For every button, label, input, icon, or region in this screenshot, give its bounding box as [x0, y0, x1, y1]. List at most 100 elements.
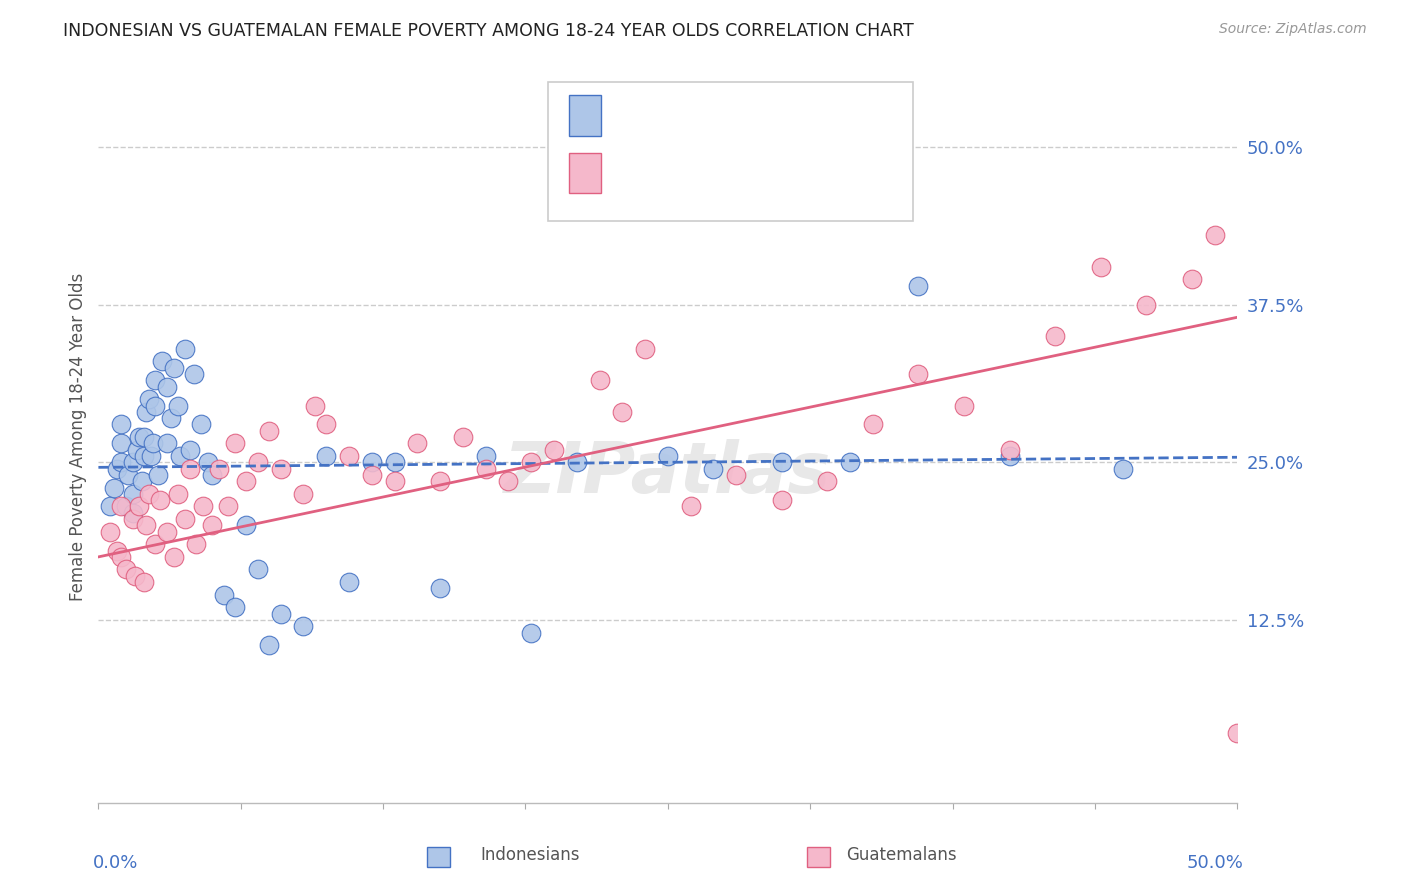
- Point: [174, 512, 197, 526]
- Point: [815, 474, 838, 488]
- Point: [998, 442, 1021, 457]
- Text: 50.0%: 50.0%: [1187, 854, 1243, 872]
- Point: [246, 562, 269, 576]
- Point: [1043, 329, 1066, 343]
- Point: [127, 442, 149, 457]
- Point: [406, 436, 429, 450]
- Text: ZIPatlas: ZIPatlas: [505, 439, 831, 508]
- Point: [135, 518, 157, 533]
- Point: [259, 424, 281, 438]
- Point: [953, 399, 976, 413]
- Point: [337, 449, 360, 463]
- Point: [156, 379, 179, 393]
- Point: [167, 399, 190, 413]
- Point: [217, 500, 239, 514]
- Point: [634, 342, 657, 356]
- Point: [1181, 272, 1204, 286]
- Point: [145, 537, 167, 551]
- Point: [121, 506, 143, 520]
- Point: [474, 461, 496, 475]
- Point: [360, 467, 382, 482]
- Point: [110, 417, 132, 432]
- Point: [292, 619, 315, 633]
- Point: [498, 474, 520, 488]
- Point: [110, 549, 132, 564]
- Point: [1135, 298, 1157, 312]
- FancyBboxPatch shape: [569, 95, 600, 136]
- Point: [998, 449, 1021, 463]
- Text: 59: 59: [813, 163, 842, 183]
- Point: [150, 354, 173, 368]
- Point: [110, 455, 132, 469]
- Text: R =: R =: [621, 105, 666, 126]
- Point: [429, 474, 451, 488]
- Point: [907, 278, 929, 293]
- Point: [543, 442, 565, 457]
- Point: [384, 455, 406, 469]
- Point: [907, 367, 929, 381]
- Point: [98, 524, 121, 539]
- Point: [1204, 228, 1226, 243]
- Point: [657, 449, 679, 463]
- Point: [270, 607, 292, 621]
- Text: Source: ZipAtlas.com: Source: ZipAtlas.com: [1219, 22, 1367, 37]
- Point: [1226, 726, 1249, 740]
- Text: Guatemalans: Guatemalans: [846, 847, 957, 864]
- Text: R =: R =: [621, 163, 666, 183]
- Point: [121, 455, 143, 469]
- Point: [146, 467, 169, 482]
- Point: [186, 537, 208, 551]
- Y-axis label: Female Poverty Among 18-24 Year Olds: Female Poverty Among 18-24 Year Olds: [69, 273, 87, 601]
- Point: [612, 405, 634, 419]
- Point: [235, 518, 257, 533]
- Point: [169, 449, 191, 463]
- Point: [114, 500, 136, 514]
- Point: [360, 455, 382, 469]
- Point: [725, 467, 748, 482]
- Point: [315, 417, 337, 432]
- Point: [770, 455, 793, 469]
- Point: [121, 512, 143, 526]
- Text: INDONESIAN VS GUATEMALAN FEMALE POVERTY AMONG 18-24 YEAR OLDS CORRELATION CHART: INDONESIAN VS GUATEMALAN FEMALE POVERTY …: [63, 22, 914, 40]
- Point: [384, 474, 406, 488]
- Point: [235, 474, 257, 488]
- Point: [156, 436, 179, 450]
- Point: [110, 500, 132, 514]
- Point: [121, 487, 143, 501]
- Text: N =: N =: [752, 163, 811, 183]
- FancyBboxPatch shape: [569, 153, 600, 193]
- Point: [839, 455, 862, 469]
- Point: [862, 417, 884, 432]
- FancyBboxPatch shape: [427, 847, 450, 867]
- Point: [208, 461, 231, 475]
- Point: [520, 625, 543, 640]
- Point: [132, 575, 155, 590]
- Point: [259, 638, 281, 652]
- Point: [702, 461, 724, 475]
- Point: [197, 455, 219, 469]
- Point: [105, 461, 128, 475]
- Text: 0.015: 0.015: [676, 105, 742, 126]
- Point: [174, 342, 197, 356]
- Point: [103, 481, 125, 495]
- Point: [145, 399, 167, 413]
- Point: [132, 449, 155, 463]
- Point: [212, 588, 235, 602]
- Point: [156, 524, 179, 539]
- Point: [588, 373, 610, 387]
- Point: [110, 436, 132, 450]
- Point: [135, 405, 157, 419]
- Text: 58: 58: [813, 105, 842, 126]
- Point: [162, 549, 184, 564]
- Point: [224, 600, 246, 615]
- Point: [315, 449, 337, 463]
- Point: [1090, 260, 1112, 274]
- Point: [149, 493, 172, 508]
- Point: [128, 500, 150, 514]
- Point: [138, 392, 160, 407]
- Text: 0.0%: 0.0%: [93, 854, 138, 872]
- Point: [138, 487, 160, 501]
- Point: [246, 455, 269, 469]
- Point: [160, 411, 183, 425]
- Point: [224, 436, 246, 450]
